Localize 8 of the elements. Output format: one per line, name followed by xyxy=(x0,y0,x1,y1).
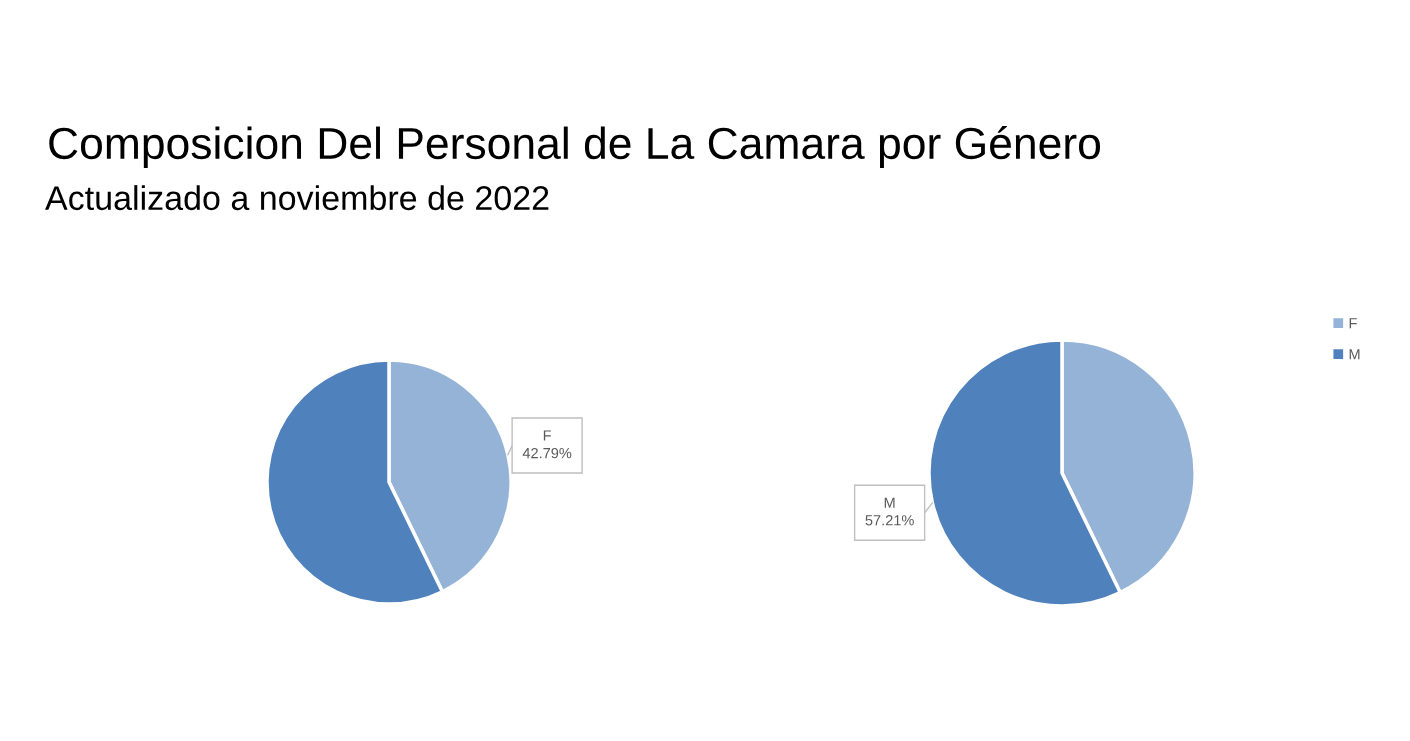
legend-label: M xyxy=(1349,349,1360,360)
slice-label: M xyxy=(884,497,895,508)
chart-title: Composicion Del Personal de La Camara por Género xyxy=(49,126,1100,168)
data-label: 42.79% xyxy=(522,447,572,459)
legend-label: F xyxy=(1349,318,1357,329)
data-label: 57.21% xyxy=(865,515,914,526)
slice-label: F xyxy=(543,430,551,441)
chart-subtitle: Actualizado a noviembre de 2022 xyxy=(45,185,549,211)
